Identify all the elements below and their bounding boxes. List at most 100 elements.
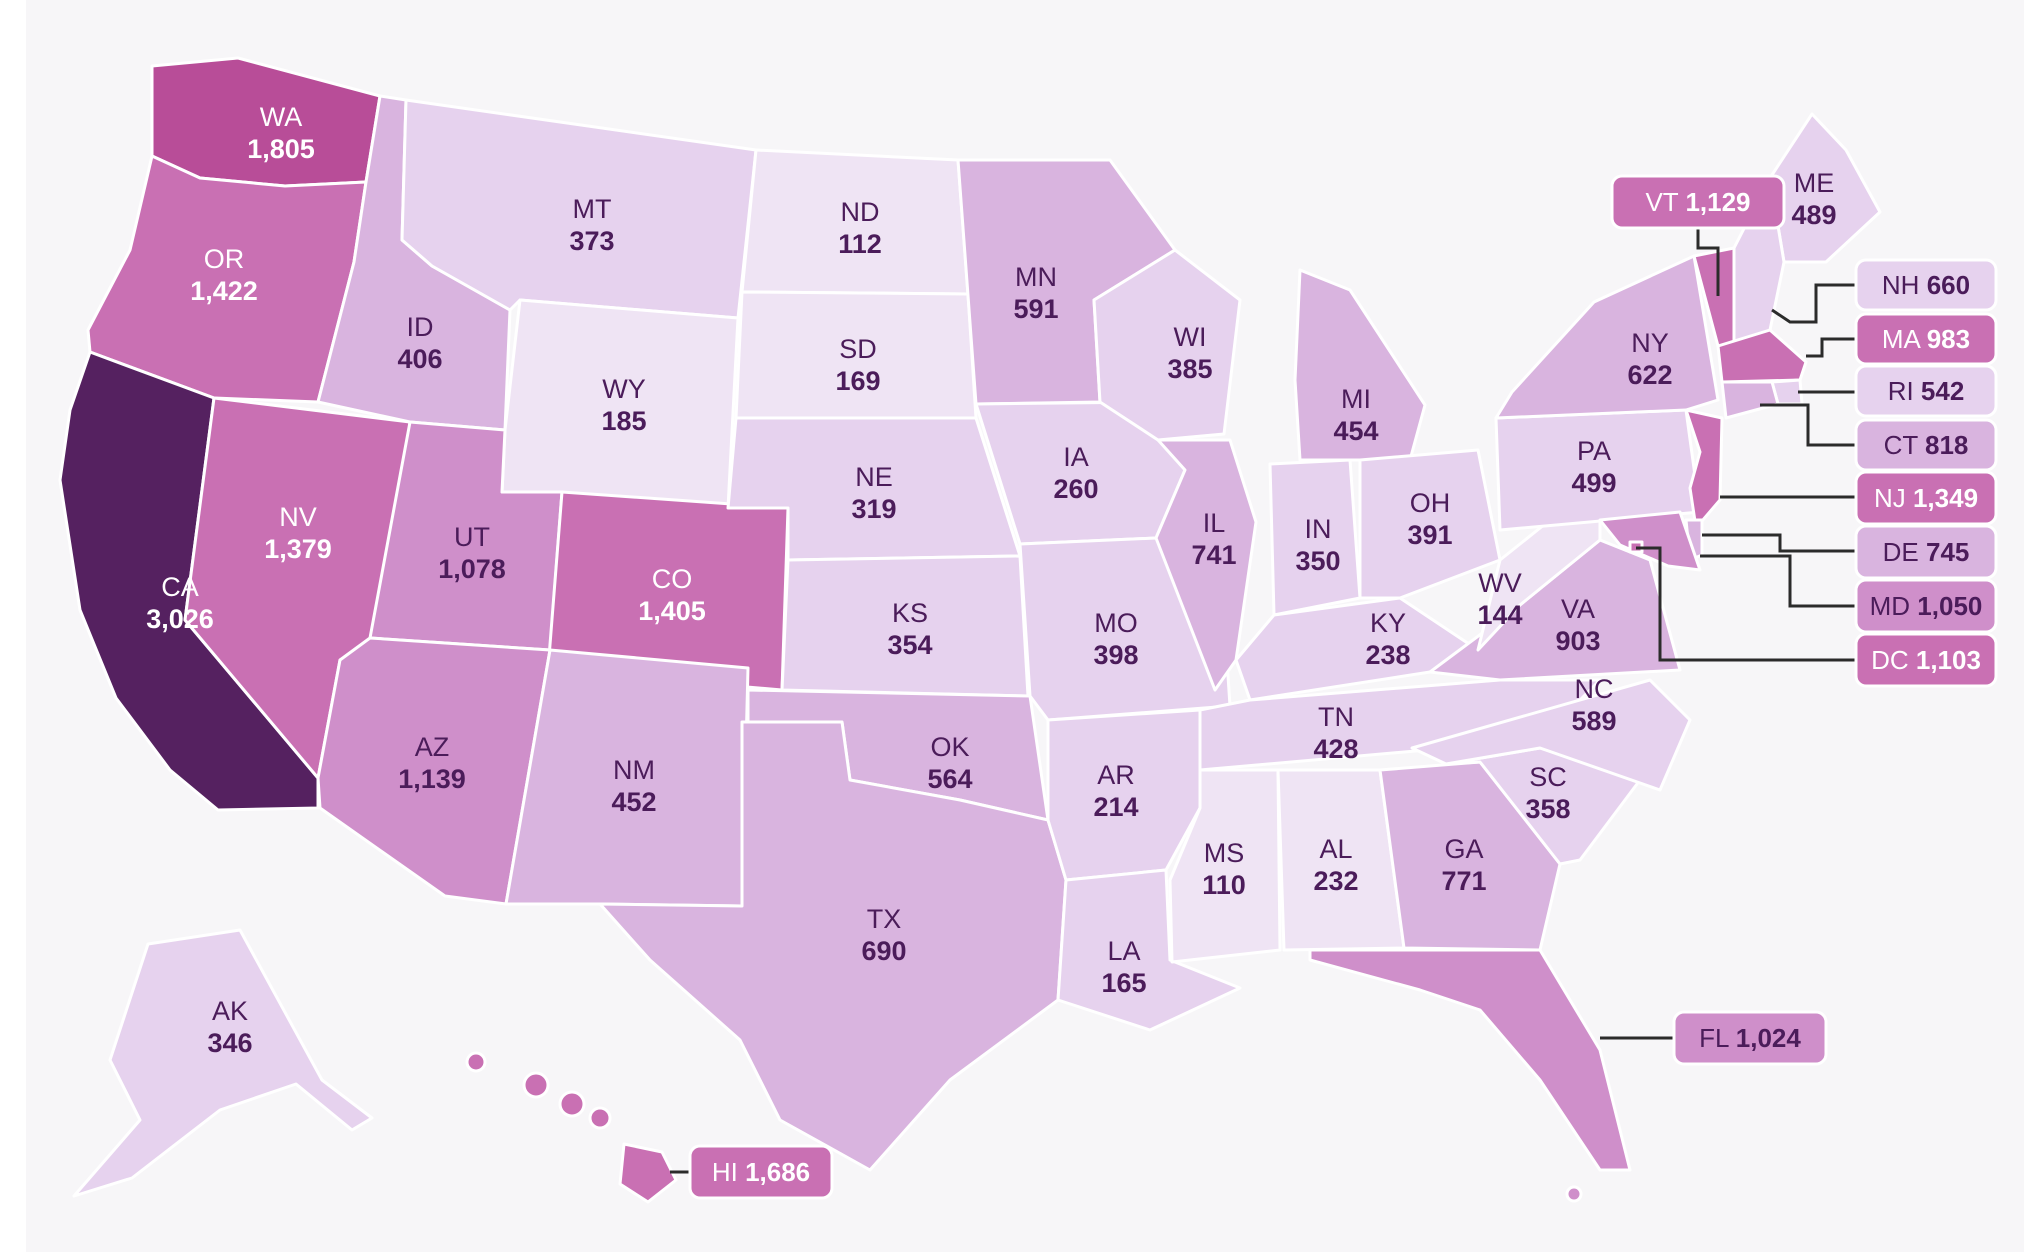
state-value-wa: 1,805 — [247, 134, 315, 164]
state-abbr-sc: SC — [1529, 762, 1567, 792]
state-value-mi: 454 — [1333, 416, 1378, 446]
state-abbr-va: VA — [1561, 594, 1595, 624]
state-abbr-ut: UT — [454, 522, 490, 552]
state-value-id: 406 — [397, 344, 442, 374]
state-abbr-co: CO — [652, 564, 693, 594]
state-abbr-pa: PA — [1577, 436, 1611, 466]
state-shape-ma — [1716, 328, 1808, 384]
state-island-fl-1 — [1565, 1185, 1583, 1203]
state-abbr-ca: CA — [161, 572, 199, 602]
state-value-sc: 358 — [1525, 794, 1570, 824]
state-abbr-oh: OH — [1410, 488, 1451, 518]
callout-label-ct: CT 818 — [1884, 430, 1969, 460]
callout-label-vt: VT 1,129 — [1645, 187, 1750, 217]
state-value-in: 350 — [1295, 546, 1340, 576]
callout-line-de — [1702, 533, 1856, 553]
state-value-or: 1,422 — [190, 276, 258, 306]
state-abbr-nc: NC — [1575, 674, 1614, 704]
state-abbr-ms: MS — [1204, 838, 1245, 868]
callout-value-nj: 1,349 — [1913, 483, 1978, 513]
callout-spacer-nh — [1919, 270, 1926, 300]
state-shape-oh — [1358, 448, 1502, 600]
callout-value-nh: 660 — [1927, 270, 1970, 300]
callout-box-vt — [1610, 174, 1786, 230]
state-shape-la — [1056, 868, 1242, 1032]
callout-value-fl: 1,024 — [1736, 1023, 1802, 1053]
callout-spacer-nj — [1906, 483, 1913, 513]
callout-box-fl — [1672, 1010, 1828, 1066]
state-value-sd: 169 — [835, 366, 880, 396]
state-shapes — [58, 56, 1882, 1204]
state-abbr-ky: KY — [1370, 608, 1406, 638]
state-value-tx: 690 — [861, 936, 906, 966]
state-value-nv: 1,379 — [264, 534, 332, 564]
callout-spacer-md — [1910, 591, 1917, 621]
state-abbr-ny: NY — [1631, 328, 1669, 358]
state-shape-wi — [1092, 248, 1242, 442]
callout-abbr-nj: NJ — [1874, 483, 1906, 513]
callout-abbr-fl: FL — [1699, 1023, 1729, 1053]
callout-abbr-ma: MA — [1882, 324, 1922, 354]
state-abbr-nm: NM — [613, 755, 655, 785]
callout-label-nj: NJ 1,349 — [1874, 483, 1978, 513]
callout-value-ma: 983 — [1927, 324, 1970, 354]
state-value-al: 232 — [1313, 866, 1358, 896]
state-abbr-nv: NV — [279, 502, 317, 532]
state-value-ia: 260 — [1053, 474, 1098, 504]
callout-abbr-nh: NH — [1882, 270, 1920, 300]
state-abbr-wy: WY — [602, 374, 646, 404]
callout-box-ct — [1854, 418, 1998, 472]
callout-lines — [670, 228, 1856, 1174]
callout-label-de: DE 745 — [1883, 537, 1970, 567]
state-shape-wy — [500, 298, 740, 510]
state-abbr-nd: ND — [841, 197, 880, 227]
state-shape-fl — [1308, 948, 1632, 1172]
state-value-nd: 112 — [838, 229, 882, 259]
state-value-ny: 622 — [1627, 360, 1672, 390]
callout-label-hi: HI 1,686 — [712, 1157, 810, 1187]
callout-line-md — [1700, 554, 1856, 608]
state-abbr-mt: MT — [573, 194, 612, 224]
state-value-ut: 1,078 — [438, 554, 506, 584]
callout-label-ri: RI 542 — [1888, 376, 1965, 406]
state-shape-hi — [618, 1142, 678, 1204]
callout-label-fl: FL 1,024 — [1699, 1023, 1801, 1053]
callout-line-dc — [1636, 546, 1856, 662]
state-abbr-mo: MO — [1094, 608, 1138, 638]
callout-box-md — [1854, 578, 1998, 634]
state-value-ne: 319 — [851, 494, 896, 524]
state-abbr-or: OR — [204, 244, 245, 274]
state-value-pa: 499 — [1571, 468, 1616, 498]
state-value-oh: 391 — [1407, 520, 1452, 550]
state-value-la: 165 — [1101, 968, 1146, 998]
state-abbr-tn: TN — [1318, 702, 1354, 732]
state-abbr-la: LA — [1107, 936, 1140, 966]
callout-spacer-ri — [1914, 376, 1921, 406]
state-value-az: 1,139 — [398, 764, 466, 794]
state-value-mo: 398 — [1093, 640, 1138, 670]
callout-abbr-vt: VT — [1645, 187, 1678, 217]
state-abbr-al: AL — [1319, 834, 1352, 864]
callout-spacer-ma — [1919, 324, 1926, 354]
state-value-ga: 771 — [1441, 866, 1486, 896]
state-value-nc: 589 — [1571, 706, 1616, 736]
callout-label-md: MD 1,050 — [1870, 591, 1983, 621]
callout-value-dc: 1,103 — [1916, 645, 1981, 675]
state-island-hi-4 — [588, 1106, 612, 1130]
callout-spacer-fl — [1729, 1023, 1736, 1053]
state-value-ky: 238 — [1365, 640, 1410, 670]
state-shape-md — [1598, 510, 1702, 572]
callout-box-nj — [1854, 470, 1998, 526]
callout-abbr-ct: CT — [1884, 430, 1919, 460]
state-value-il: 741 — [1191, 540, 1236, 570]
state-island-hi-3 — [558, 1090, 586, 1118]
callout-abbr-de: DE — [1883, 537, 1919, 567]
state-abbr-wv: WV — [1478, 568, 1522, 598]
callout-value-de: 745 — [1926, 537, 1969, 567]
callout-value-hi: 1,686 — [745, 1157, 810, 1187]
state-abbr-ok: OK — [930, 732, 969, 762]
state-abbr-tx: TX — [867, 904, 902, 934]
state-abbr-il: IL — [1203, 508, 1226, 538]
callout-value-ri: 542 — [1921, 376, 1964, 406]
